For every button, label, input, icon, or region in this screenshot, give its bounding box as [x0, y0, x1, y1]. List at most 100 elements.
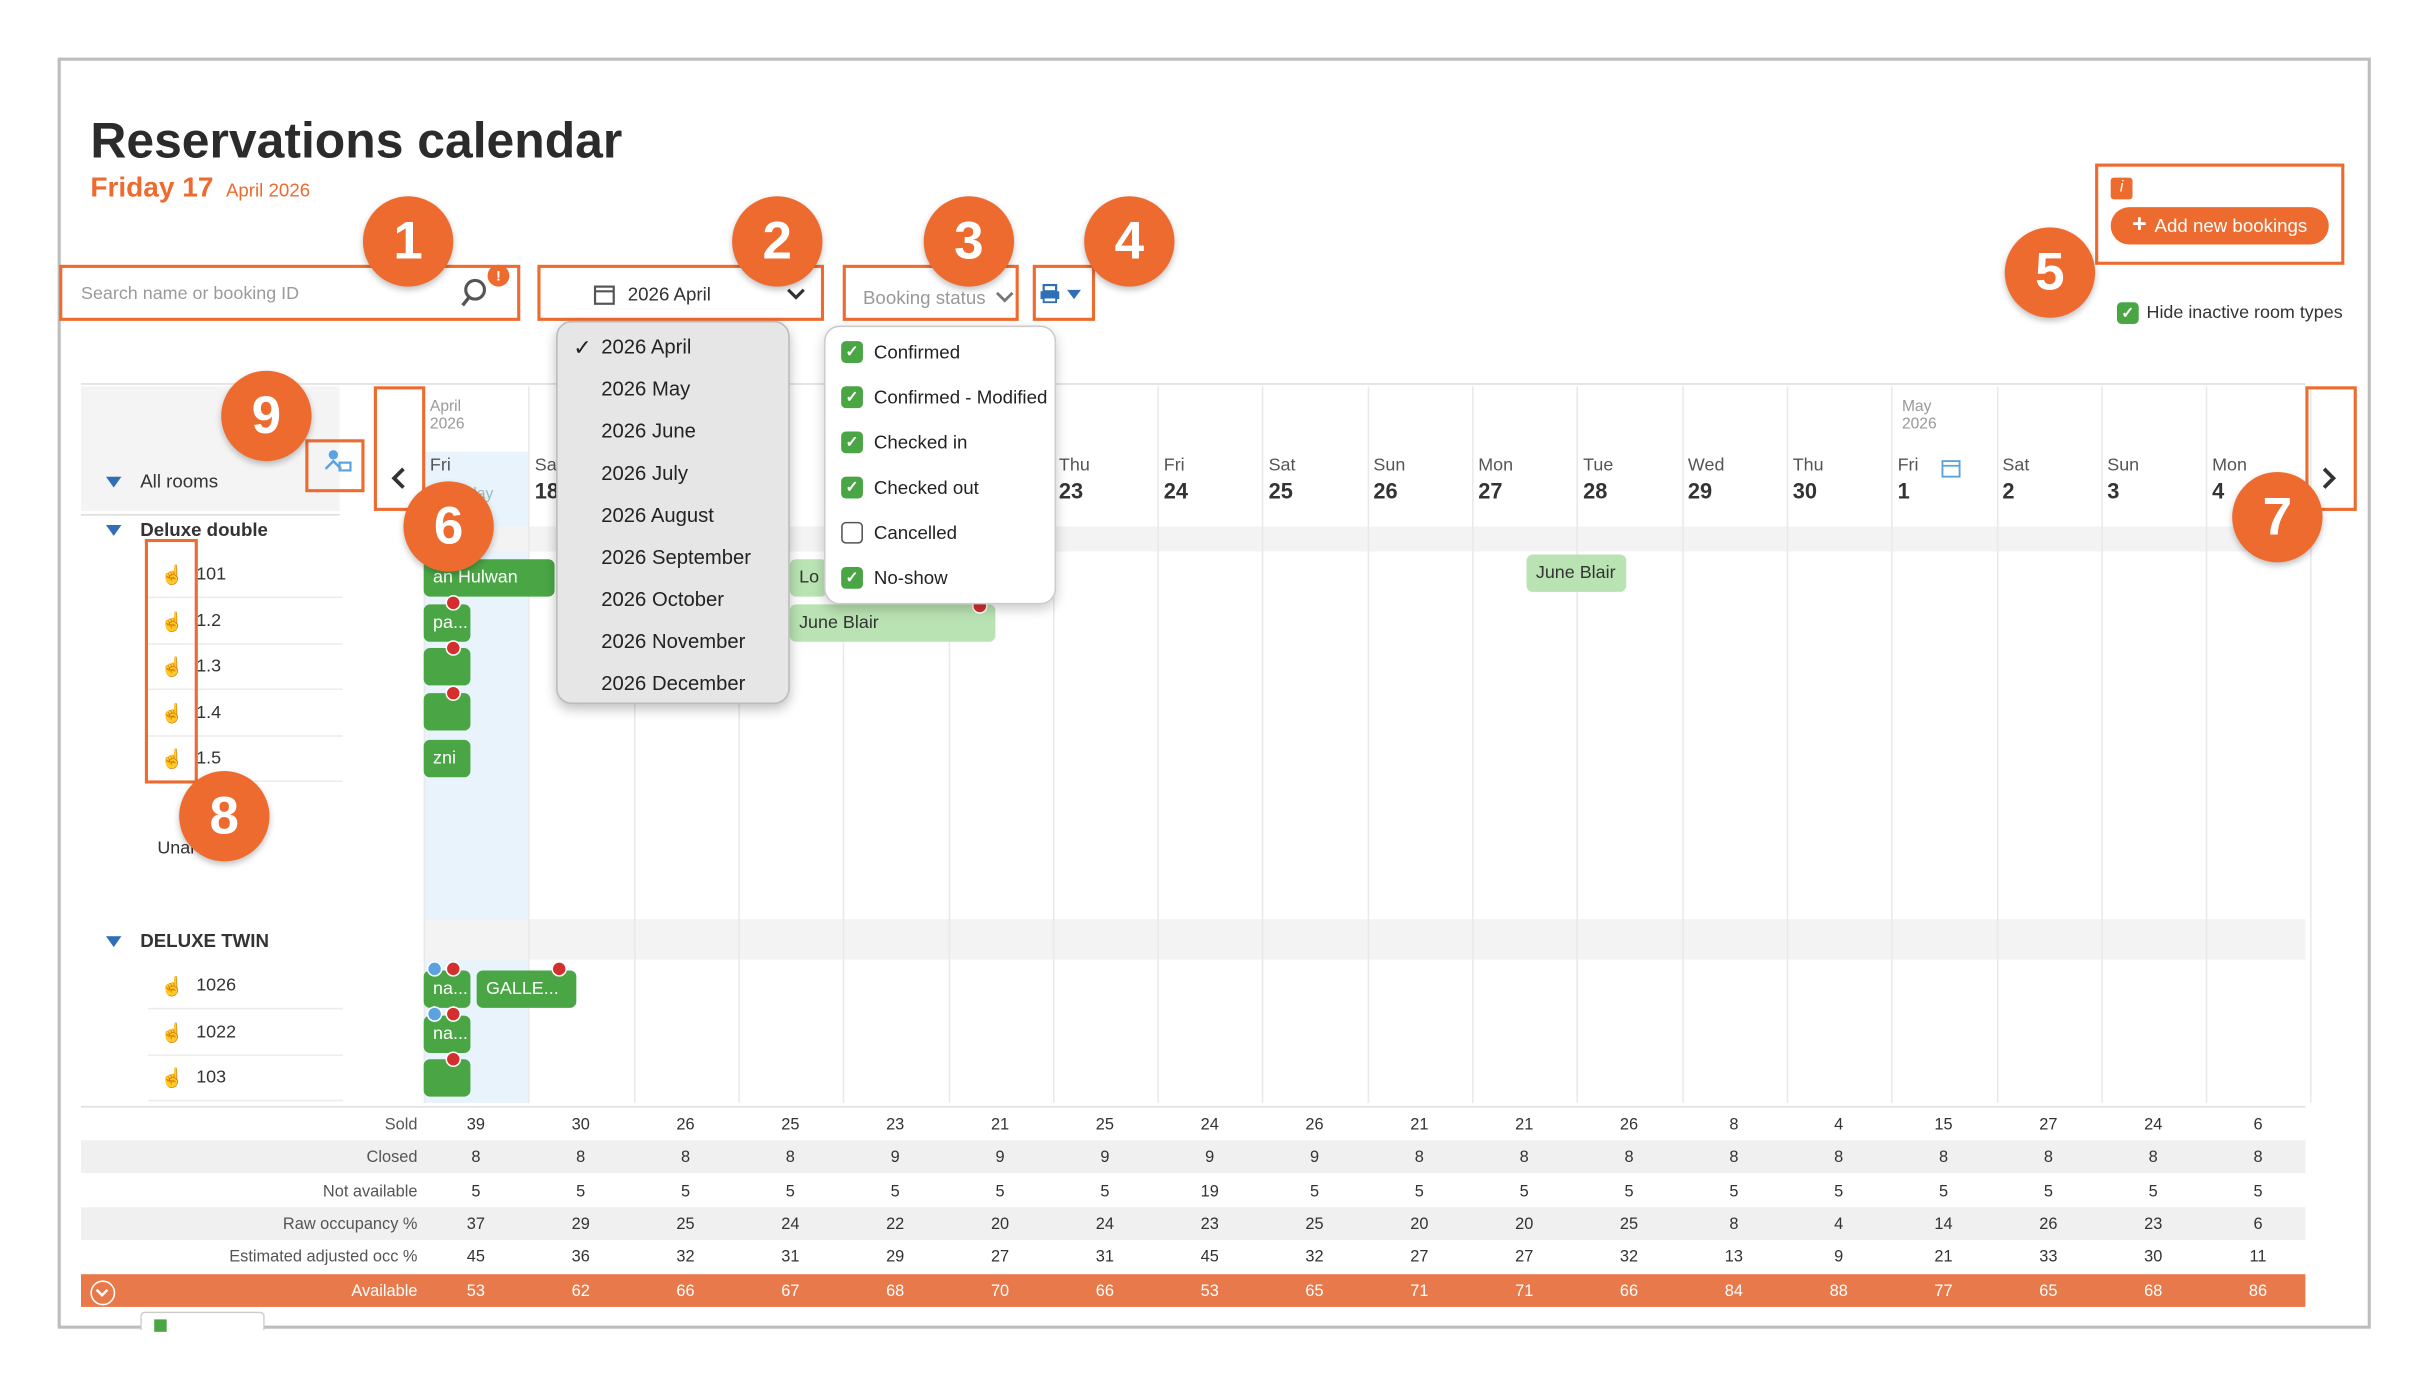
- search-input[interactable]: Search name or booking ID: [81, 285, 300, 304]
- checkbox-checked-icon[interactable]: ✓: [841, 341, 863, 363]
- stats-cell: 6: [2253, 1214, 2263, 1234]
- room-label: 1.2: [196, 611, 222, 631]
- hide-inactive-label: Hide inactive room types: [2146, 303, 2343, 323]
- day-header[interactable]: Thu 23: [1059, 456, 1163, 503]
- room-row[interactable]: ☝ 1022: [147, 1010, 343, 1056]
- month-option[interactable]: 2026 August: [601, 503, 714, 527]
- booking-bar[interactable]: June Blair: [789, 604, 996, 642]
- chevron-left-icon[interactable]: [389, 467, 408, 489]
- booking-bar[interactable]: [423, 648, 471, 686]
- booking-bar[interactable]: [423, 1059, 471, 1097]
- hand-icon[interactable]: ☝: [160, 655, 184, 678]
- hand-icon[interactable]: ☝: [160, 747, 184, 770]
- booking-bar[interactable]: zni: [423, 739, 471, 778]
- status-dot: [445, 961, 462, 977]
- day-header[interactable]: Fri: [430, 456, 534, 478]
- booking-status-option[interactable]: ✓ Checked out: [841, 476, 979, 499]
- stats-cell: 5: [1100, 1181, 1110, 1201]
- day-header[interactable]: Sun 3: [2107, 456, 2211, 503]
- stats-cell: 15: [1934, 1115, 1953, 1135]
- hand-icon[interactable]: ☝: [160, 975, 184, 997]
- grid-line: [1891, 386, 1893, 1103]
- booking-bar[interactable]: [423, 693, 471, 731]
- booking-bar[interactable]: June Blair: [1526, 554, 1627, 592]
- checkbox-empty-icon[interactable]: [841, 521, 863, 544]
- stats-cell: 5: [2043, 1181, 2053, 1201]
- room-row[interactable]: ☝ 1.2: [147, 599, 343, 645]
- month-option[interactable]: 2026 June: [601, 419, 696, 443]
- booking-bar[interactable]: GALLE...: [476, 970, 577, 1008]
- day-header[interactable]: Fri 1: [1898, 456, 2002, 503]
- day-header[interactable]: Sat 2: [2002, 456, 2106, 503]
- status-dot: [445, 1006, 462, 1022]
- month-option[interactable]: 2026 November: [601, 629, 746, 653]
- checkbox-checked-icon[interactable]: ✓: [841, 476, 863, 499]
- day-header[interactable]: Wed 29: [1688, 456, 1792, 503]
- booking-status-option[interactable]: Cancelled: [841, 521, 957, 544]
- booking-status-option[interactable]: ✓ Checked in: [841, 431, 967, 454]
- checkbox-checked-icon[interactable]: ✓: [841, 567, 863, 589]
- hand-icon[interactable]: ☝: [160, 609, 184, 632]
- day-header[interactable]: Thu 30: [1793, 456, 1897, 503]
- stats-cell: 11: [2249, 1248, 2267, 1267]
- hide-inactive-toggle[interactable]: ✓ Hide inactive room types: [2116, 302, 2343, 325]
- status-dot: [426, 1006, 443, 1022]
- day-header[interactable]: Tue 28: [1583, 456, 1687, 503]
- chevron-right-icon[interactable]: [2319, 467, 2338, 489]
- booking-status-select[interactable]: Booking status: [863, 287, 1014, 308]
- month-select[interactable]: 2026 April: [553, 277, 818, 311]
- collapse-stats-icon[interactable]: [90, 1280, 116, 1306]
- room-group-deluxe-twin[interactable]: DELUXE TWIN: [105, 930, 269, 952]
- booking-bar[interactable]: Lo: [789, 559, 828, 597]
- booking-status-option[interactable]: ✓ Confirmed - Modified: [841, 386, 1047, 409]
- search-icon[interactable]: [460, 277, 491, 308]
- hand-icon[interactable]: ☝: [160, 701, 184, 724]
- month-option[interactable]: 2026 December: [601, 671, 746, 695]
- booking-status-option[interactable]: ✓ Confirmed: [841, 341, 960, 363]
- room-row[interactable]: ☝ 1026: [147, 964, 343, 1010]
- month-option[interactable]: 2026 May: [601, 376, 691, 401]
- month-option[interactable]: 2026 September: [601, 545, 752, 569]
- stats-cell: 25: [676, 1214, 695, 1234]
- hand-icon[interactable]: ☝: [160, 1067, 184, 1089]
- booking-bar[interactable]: pa...: [423, 604, 471, 642]
- month-option[interactable]: 2026 July: [601, 461, 688, 485]
- info-icon[interactable]: i: [2110, 177, 2133, 200]
- month-option[interactable]: 2026 April: [601, 334, 692, 359]
- booking-bar[interactable]: na...: [423, 1015, 471, 1054]
- room-group-deluxe-double[interactable]: Deluxe double: [105, 519, 268, 541]
- room-row[interactable]: ☝ 1.4: [147, 691, 343, 737]
- day-header[interactable]: Sa 18: [535, 456, 639, 503]
- day-header[interactable]: Sun 26: [1373, 456, 1477, 503]
- hand-icon[interactable]: ☝: [160, 1021, 184, 1043]
- day-of-week: Fri: [429, 456, 451, 476]
- room-view-toggle-icon[interactable]: [324, 449, 352, 474]
- room-row[interactable]: ☝ 101: [147, 553, 343, 599]
- hand-icon[interactable]: ☝: [160, 563, 184, 586]
- add-new-bookings-button[interactable]: + Add new bookings: [2110, 207, 2329, 245]
- stats-cell: 9: [1834, 1248, 1844, 1267]
- checkbox-checked-icon[interactable]: ✓: [841, 431, 863, 454]
- stats-cell: 5: [1519, 1181, 1529, 1201]
- booking-bar[interactable]: na...: [423, 970, 471, 1008]
- status-dot: [551, 961, 568, 977]
- day-header[interactable]: Fri 24: [1164, 456, 1268, 503]
- calendar-icon: [1941, 460, 1961, 478]
- month-option[interactable]: 2026 October: [601, 587, 724, 611]
- status-dot: [445, 685, 462, 701]
- stats-cell: 5: [1938, 1181, 1949, 1201]
- room-row[interactable]: ☝ 1.3: [147, 645, 343, 691]
- room-row[interactable]: ☝ 103: [147, 1056, 343, 1102]
- day-number: 18: [534, 478, 560, 504]
- status-dot: [445, 1051, 462, 1068]
- checkbox-checked-icon[interactable]: ✓: [841, 386, 863, 409]
- day-header[interactable]: Sat 25: [1269, 456, 1373, 503]
- day-header[interactable]: Mon 4: [2212, 456, 2316, 503]
- stats-cell: 14: [1934, 1214, 1953, 1234]
- stats-cell: 27: [1515, 1248, 1534, 1267]
- booking-status-option[interactable]: ✓ No-show: [841, 567, 948, 589]
- all-rooms-toggle[interactable]: All rooms: [105, 470, 218, 492]
- day-header[interactable]: Mon 27: [1478, 456, 1582, 503]
- legend-tab[interactable]: [140, 1311, 265, 1332]
- print-button[interactable]: [1039, 283, 1082, 304]
